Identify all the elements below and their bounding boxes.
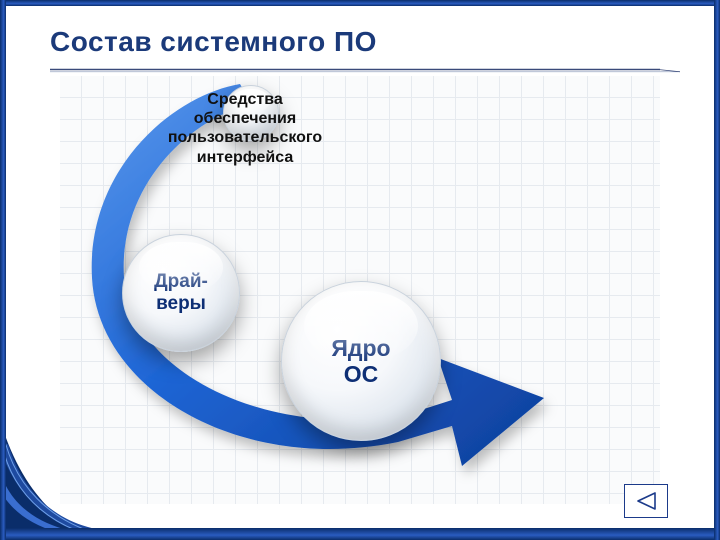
- bubble-label: Ядро ОС: [331, 335, 390, 388]
- flow-arrow: [0, 0, 720, 540]
- slide: Состав системного ПО Средства обеспечени…: [0, 0, 720, 540]
- bubble-label-ui-tools: Средства обеспечения пользовательского и…: [135, 90, 355, 167]
- bubble-label: Драй- веры: [154, 271, 208, 315]
- bubble-kernel: Ядро ОС: [281, 281, 441, 441]
- nav-back-button[interactable]: [624, 484, 668, 518]
- bubble-drivers: Драй- веры: [122, 234, 240, 352]
- triangle-left-icon: [635, 492, 657, 510]
- diagram: Средства обеспечения пользовательского и…: [0, 0, 720, 540]
